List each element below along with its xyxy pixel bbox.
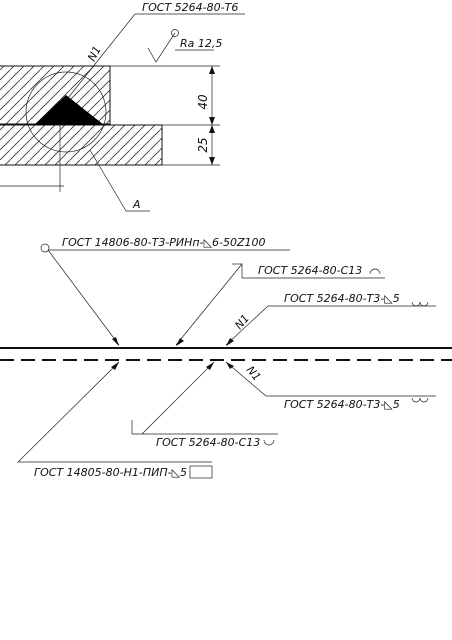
marker-n1-top: N1	[85, 44, 104, 64]
gost-c13-bottom-label: ГОСТ 5264-80-С13	[156, 436, 260, 449]
dim-40-label: 40	[196, 94, 210, 110]
gost-h1-label: ГОСТ 14805-80-Н1-ПИП-◺5	[34, 466, 187, 479]
symbol-view: ГОСТ 14806-80-Т3-РИНп-◺6-50Z100 ГОСТ 526…	[0, 236, 452, 479]
roughness-label: Ra 12,5	[180, 37, 222, 50]
marker-n1-upper: N1	[232, 312, 252, 332]
gost-t6-label: ГОСТ 5264-80-Т6	[142, 1, 238, 14]
gost-t3-bottom-label: ГОСТ 5264-80-Т3-◺5	[284, 398, 400, 411]
weld-fillet	[34, 95, 104, 125]
gost-c13-top-label: ГОСТ 5264-80-С13	[258, 264, 362, 277]
section-view: 40 25 ГОСТ 5264-80-Т6 N1 Ra 12,5 А	[0, 1, 245, 212]
view-a-label: А	[132, 198, 141, 211]
marker-n1-lower: N1	[244, 364, 264, 384]
gost-resistance-label: ГОСТ 14806-80-Т3-РИНп-◺6-50Z100	[62, 236, 266, 249]
dim-25-label: 25	[196, 137, 210, 152]
gost-t3-top-label: ГОСТ 5264-80-Т3-◺5	[284, 292, 400, 305]
detail-circle	[25, 71, 107, 153]
roughness-circle-icon	[171, 29, 179, 37]
lower-plate	[0, 124, 163, 166]
